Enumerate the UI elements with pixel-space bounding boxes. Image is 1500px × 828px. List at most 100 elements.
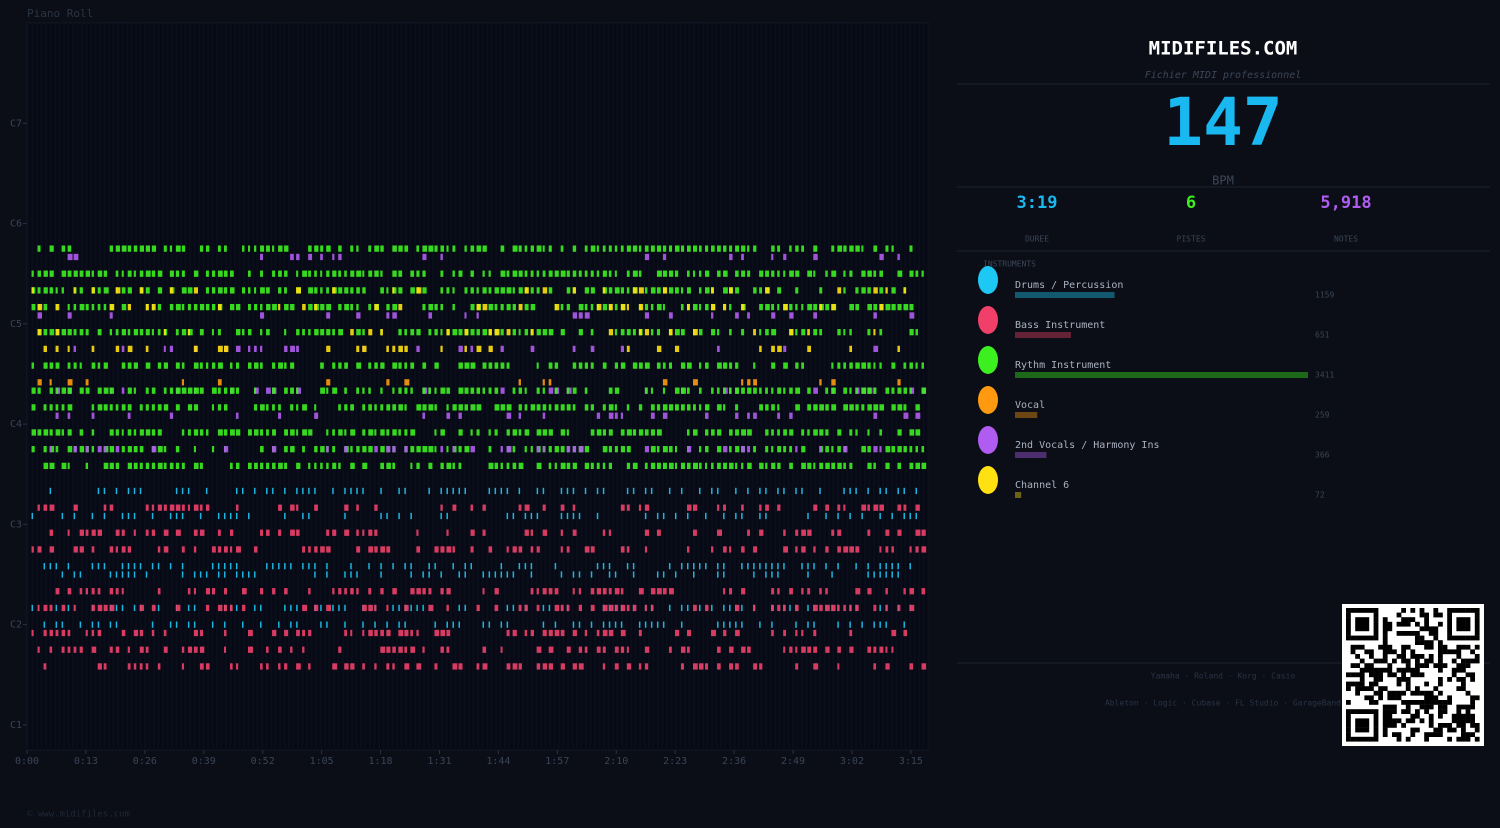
note [861,362,867,369]
note [43,287,48,294]
note [903,287,907,294]
stripe [504,23,507,750]
note [548,270,553,277]
note [500,303,504,311]
note [211,329,214,336]
note [686,563,689,570]
note [392,362,398,369]
note [530,512,533,520]
note [849,646,854,653]
note [422,270,426,277]
note [61,270,67,277]
note [49,446,55,453]
note [765,387,768,394]
note [650,329,654,336]
note [91,604,95,612]
note [909,429,915,436]
stripe [711,23,714,750]
note [849,629,853,637]
note [578,446,584,453]
note [801,446,806,453]
note [662,287,668,294]
note [302,270,308,277]
stripe [346,23,349,750]
note [344,512,346,520]
stripe [769,23,772,750]
note [374,429,377,436]
note [55,588,60,595]
note [199,629,204,637]
note [79,329,84,336]
note [139,629,144,637]
qr-module [1355,635,1360,641]
note [735,462,738,470]
note [356,345,360,353]
note [290,345,295,353]
note [686,404,691,411]
note [572,404,576,411]
note [566,387,569,394]
note [55,429,61,436]
note [314,404,317,411]
qr-module [1470,700,1475,705]
note [903,412,909,419]
qr-module [1359,608,1365,613]
note [897,604,901,612]
note [344,287,349,294]
note [885,588,888,595]
note [314,245,319,252]
note [368,303,372,311]
note [753,379,757,386]
note [614,270,617,277]
note [193,571,196,578]
note [656,529,661,536]
note [530,529,534,536]
note [374,604,377,612]
note [284,446,288,453]
note [765,462,768,470]
note [205,571,208,578]
note [596,462,600,470]
note [320,329,325,336]
note [512,270,518,277]
note [410,287,415,294]
stripe [441,23,444,750]
note [668,329,673,336]
note [145,362,151,369]
note [392,588,397,595]
stripe [675,23,678,750]
qr-module [1428,700,1434,705]
stripe [859,23,862,750]
note [578,604,583,612]
qr-module [1424,626,1429,632]
qr-module [1396,667,1402,673]
note [79,270,84,277]
stripe [594,23,597,750]
qr-module [1442,644,1448,650]
note [205,487,208,495]
note [73,362,77,369]
note [873,646,877,653]
note [560,303,564,311]
note [614,404,617,411]
qr-module [1396,681,1402,687]
note [578,646,583,653]
stripe [108,23,111,750]
note [344,663,349,670]
qr-module [1410,617,1416,622]
qr-module [1428,723,1434,728]
note [813,404,818,411]
qr-module [1378,686,1383,691]
note [356,303,359,311]
note [320,546,325,553]
note [602,629,608,637]
note [127,512,130,520]
note [747,646,751,653]
note [290,621,292,628]
note [145,387,149,394]
note [440,462,444,470]
note [145,663,149,670]
note [723,588,726,595]
note [67,345,70,353]
stripe [193,23,196,750]
